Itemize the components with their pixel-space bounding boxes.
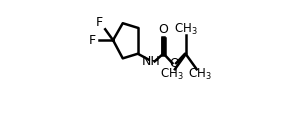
Text: F: F (89, 34, 96, 47)
Text: O: O (158, 23, 168, 36)
Text: CH$_3$: CH$_3$ (160, 67, 184, 82)
Text: CH$_3$: CH$_3$ (174, 22, 198, 37)
Text: O: O (169, 57, 179, 70)
Text: NH: NH (142, 55, 161, 68)
Text: CH$_3$: CH$_3$ (188, 67, 212, 82)
Text: F: F (96, 16, 103, 29)
